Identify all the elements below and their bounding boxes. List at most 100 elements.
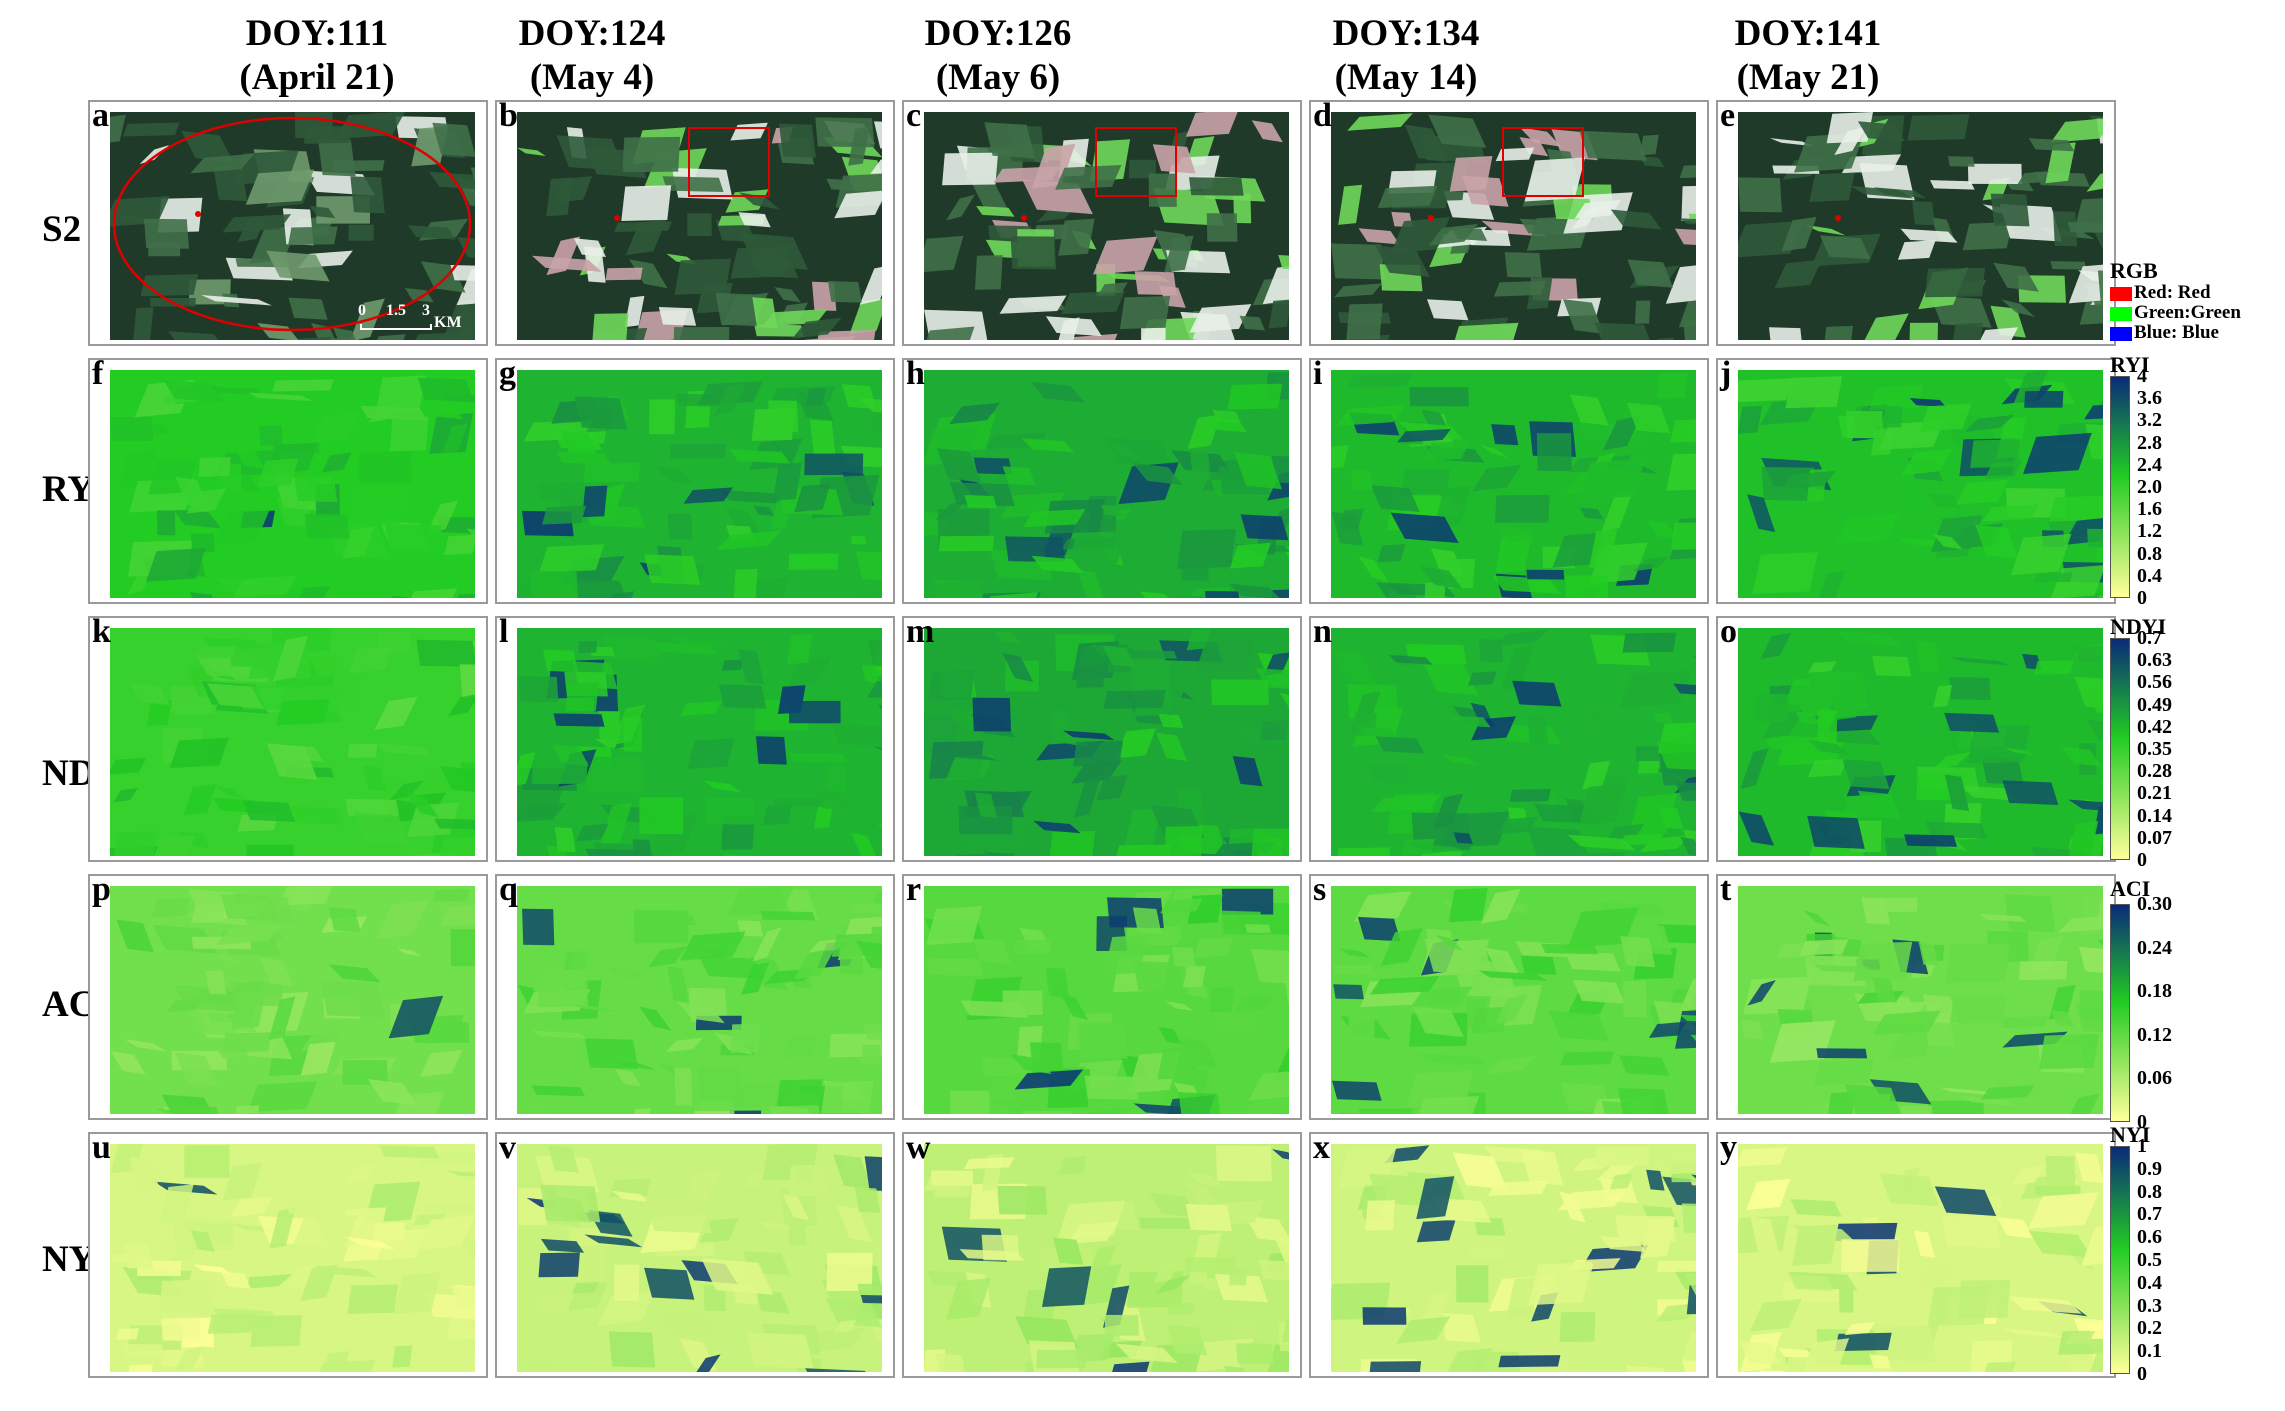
panel-letter: p: [92, 871, 111, 908]
colorbar-gradient: [2110, 904, 2130, 1122]
panel-letter: y: [1720, 1129, 1737, 1166]
colorbar-tick-label: 0.7: [2137, 627, 2162, 649]
map-panel: k: [88, 613, 488, 862]
rgb-label: Red: Red: [2134, 282, 2211, 303]
panel-letter: a: [92, 97, 109, 134]
rgb-item-green: Green:Green: [2110, 302, 2241, 324]
map-panel: h: [902, 355, 1302, 604]
map-panel: r: [902, 871, 1302, 1120]
colorbar-tick-label: 4: [2137, 365, 2147, 387]
rgb-label: Green:Green: [2134, 302, 2241, 323]
map-panel: v: [495, 1129, 895, 1378]
scale-bar-line: [360, 324, 432, 330]
index-map: [1331, 628, 1696, 856]
index-map: [1331, 886, 1696, 1114]
panel-letter: r: [906, 871, 922, 908]
map-panel: u: [88, 1129, 488, 1378]
panel-letter: i: [1313, 355, 1323, 392]
map-panel: j: [1716, 355, 2116, 604]
colorbar-tick-label: 1: [2137, 1135, 2147, 1157]
panel-letter: l: [499, 613, 509, 650]
colorbar-tick-label: 0.3: [2137, 1294, 2162, 1317]
col-date: (May 6): [935, 57, 1061, 98]
scale-bar-tick: 0: [358, 302, 366, 319]
map-panel: i: [1309, 355, 1709, 604]
colorbar-tick-label: 0.49: [2137, 693, 2172, 716]
map-panel: t: [1716, 871, 2116, 1120]
colorbar-tick-label: 0.8: [2137, 542, 2162, 565]
colorbar-tick-label: 0.28: [2137, 760, 2172, 783]
panel-letter: h: [906, 355, 925, 392]
index-map: [924, 886, 1289, 1114]
col-date: (May 4): [529, 57, 655, 98]
colorbar-tick-label: 0: [2137, 849, 2147, 871]
col-date: (May 21): [1736, 57, 1880, 98]
colorbar-tick-label: 0.07: [2137, 826, 2172, 849]
colorbar-tick-label: 0.9: [2137, 1157, 2162, 1180]
map-panel: d: [1309, 97, 1709, 346]
rgb-item-blue: Blue: Blue: [2110, 322, 2219, 344]
panel-letter: d: [1313, 97, 1332, 134]
legend-title: NDYI: [2110, 614, 2167, 639]
col-header-4: DOY:134 (May 14): [1256, 12, 1556, 100]
panel-letter: j: [1720, 355, 1732, 392]
index-map: [110, 370, 475, 598]
map-panel: w: [902, 1129, 1302, 1378]
col-header-3: DOY:126 (May 6): [848, 12, 1148, 100]
colorbar-tick-label: 0: [2137, 1111, 2147, 1133]
col-date: (April 21): [239, 57, 395, 98]
map-panel: m: [902, 613, 1302, 862]
map-panel: c: [902, 97, 1302, 346]
panel-letter: t: [1720, 871, 1732, 908]
map-panel: p: [88, 871, 488, 1120]
colorbar-tick-label: 0: [2137, 1363, 2147, 1385]
index-map: [110, 628, 475, 856]
index-map: [1738, 1144, 2103, 1372]
col-doy: DOY:111: [245, 13, 389, 54]
map-panel: a 0 1.5 3 KM: [88, 97, 488, 346]
map-panel: l: [495, 613, 895, 862]
colorbar-tick-label: 0.35: [2137, 738, 2172, 760]
map-panel: o: [1716, 613, 2116, 862]
satellite-image: [924, 112, 1289, 340]
scale-bar-tick: 1.5: [386, 302, 406, 319]
green-swatch: [2110, 306, 2132, 321]
col-header-5: DOY:141 (May 21): [1658, 12, 1958, 100]
map-panel: f: [88, 355, 488, 604]
colorbar-tick-label: 0.18: [2137, 980, 2172, 1003]
colorbar-gradient: [2110, 638, 2130, 860]
panel-letter: g: [499, 355, 516, 392]
colorbar-tick-label: 0.4: [2137, 564, 2162, 587]
colorbar-tick-label: 2.8: [2137, 431, 2162, 454]
colorbar-tick-label: 2.0: [2137, 476, 2162, 498]
legend-title: ACI: [2110, 876, 2151, 901]
colorbar-tick-label: 0.63: [2137, 649, 2172, 672]
satellite-image: 0 1.5 3 KM: [110, 112, 475, 340]
colorbar-tick-label: 0.8: [2137, 1180, 2162, 1203]
map-panel: n: [1309, 613, 1709, 862]
colorbar-tick-label: 0.2: [2137, 1317, 2162, 1340]
map-panel: y: [1716, 1129, 2116, 1378]
colorbar-gradient: [2110, 1146, 2130, 1374]
legend-title: RGB: [2110, 258, 2158, 283]
panel-letter: x: [1313, 1129, 1330, 1166]
colorbar-tick-label: 0.14: [2137, 804, 2172, 827]
panel-letter: v: [499, 1129, 516, 1166]
col-doy: DOY:141: [1734, 13, 1882, 54]
scale-bar: 0 1.5 3 KM: [358, 298, 470, 332]
panel-letter: b: [499, 97, 518, 134]
colorbar-tick-label: 0.06: [2137, 1067, 2172, 1090]
colorbar-tick-label: 0.42: [2137, 715, 2172, 738]
row-label-s2: S2: [42, 209, 82, 250]
colorbar-tick-label: 0.21: [2137, 782, 2172, 805]
col-doy: DOY:124: [518, 13, 666, 54]
blue-swatch: [2110, 326, 2132, 341]
colorbar-tick-label: 1.2: [2137, 520, 2162, 543]
panel-letter: s: [1313, 871, 1327, 908]
map-panel: x: [1309, 1129, 1709, 1378]
panel-letter: w: [906, 1129, 931, 1166]
rgb-label: Blue: Blue: [2134, 322, 2219, 343]
satellite-image: [1738, 112, 2103, 340]
colorbar-tick-label: 2.4: [2137, 453, 2162, 476]
index-map: [924, 370, 1289, 598]
